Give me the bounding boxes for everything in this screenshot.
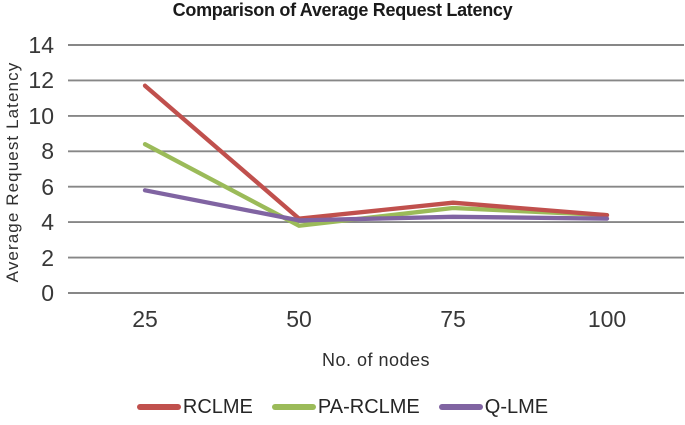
legend-label: Q-LME	[484, 395, 549, 418]
legend-item-q-lme: Q-LME	[438, 395, 549, 419]
x-tick-label: 100	[587, 306, 627, 332]
y-tick-label: 8	[41, 138, 54, 165]
x-tick-label: 50	[286, 306, 312, 332]
series-line-rclme	[142, 83, 610, 221]
series-line-pa-rclme	[142, 142, 610, 228]
legend-swatch-q-lme	[438, 403, 483, 411]
x-axis-title: No. of nodes	[321, 350, 431, 370]
x-tick-label: 75	[440, 306, 466, 332]
y-tick-label: 6	[41, 173, 54, 200]
y-tick-label: 2	[41, 244, 54, 271]
chart-title: Comparison of Average Request Latency	[172, 0, 513, 20]
legend: RCLME PA-RCLME Q-LME	[0, 393, 685, 421]
series-line-q-lme	[142, 188, 610, 223]
legend-swatch-pa-rclme	[271, 403, 316, 411]
legend-label: PA-RCLME	[317, 395, 420, 418]
legend-item-pa-rclme: PA-RCLME	[271, 395, 420, 419]
legend-label: RCLME	[182, 395, 253, 418]
x-tick-label: 25	[132, 306, 158, 332]
y-tick-label: 0	[41, 280, 54, 306]
legend-swatch-rclme	[136, 403, 181, 411]
y-tick-label: 4	[41, 209, 54, 236]
y-tick-label: 10	[28, 102, 54, 129]
legend-item-rclme: RCLME	[136, 395, 253, 419]
y-tick-label: 12	[28, 67, 54, 94]
y-tick-label: 14	[28, 32, 54, 58]
